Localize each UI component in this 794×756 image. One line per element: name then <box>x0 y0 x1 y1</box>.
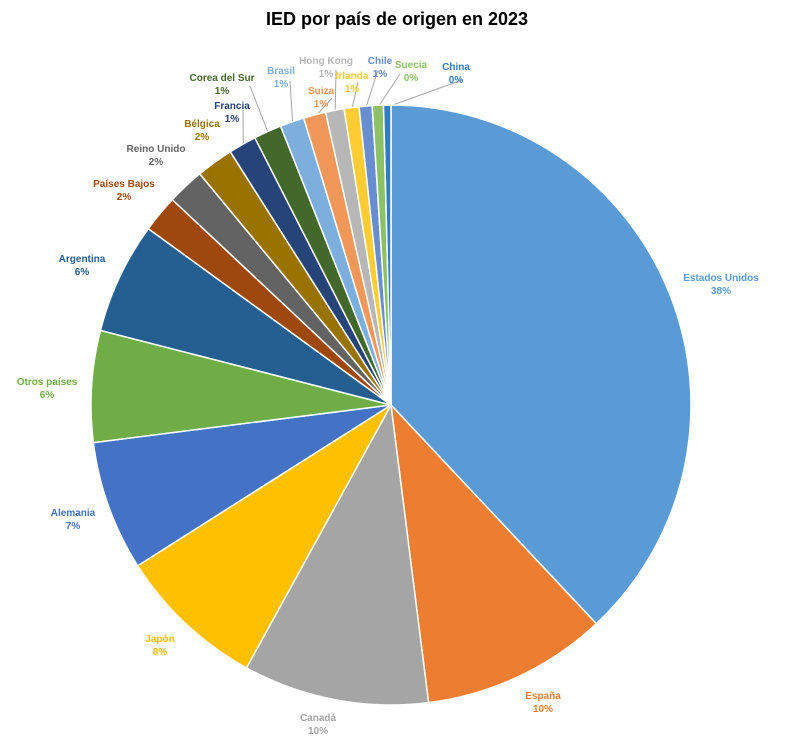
pie-slices <box>90 104 692 706</box>
slice-percent-label: 1% <box>313 99 329 110</box>
slice-name-label: Suiza <box>307 86 335 97</box>
slice-percent-label: 38% <box>710 286 732 297</box>
leader-line-suecia <box>377 73 401 108</box>
data-label-canada: Canadá 10% <box>300 712 336 738</box>
data-label-belgica: Bélgica 2% <box>184 118 220 144</box>
slice-percent-label: 10% <box>532 704 554 715</box>
slice-percent-label: 1% <box>344 84 360 95</box>
slice-percent-label: 2% <box>148 157 164 168</box>
data-label-japon: Japón 8% <box>145 633 174 659</box>
chart-title: IED por país de origen en 2023 <box>265 9 529 29</box>
data-label-chile: Chile 1% <box>368 55 392 81</box>
data-label-paises-bajos: Países Bajos 2% <box>93 178 155 204</box>
slice-name-label: Alemania <box>50 508 96 519</box>
slice-canada <box>245 402 430 706</box>
data-label-espana: España 10% <box>525 690 561 716</box>
leader-line-corea-del-sur <box>249 85 269 134</box>
slice-name-label: Países Bajos <box>93 179 155 190</box>
data-label-brasil: Brasil 1% <box>267 65 295 91</box>
slice-name-label: Estados Unidos <box>683 273 759 284</box>
slice-name-label: Francia <box>214 101 250 112</box>
slice-percent-label: 0% <box>448 75 464 86</box>
data-label-irlanda: Irlanda 1% <box>336 70 369 96</box>
slice-percent-label: 2% <box>194 132 210 143</box>
slice-name-label: Japón <box>145 634 175 645</box>
slice-name-label: Bélgica <box>184 119 220 130</box>
slice-percent-label: 1% <box>318 69 334 80</box>
slice-percent-label: 6% <box>39 390 55 401</box>
slice-percent-label: 0% <box>403 73 419 84</box>
data-label-china: China 0% <box>442 61 470 87</box>
data-label-otros-paises: Otros países 6% <box>17 376 78 402</box>
leader-line-hong-kong <box>334 69 337 113</box>
data-label-suiza: Suiza 1% <box>308 85 334 111</box>
slice-name-label: España <box>525 691 561 702</box>
slice-estados-unidos <box>390 104 692 625</box>
leader-lines <box>242 69 463 147</box>
slice-percent-label: 6% <box>74 267 90 278</box>
data-label-hong-kong: Hong Kong 1% <box>299 55 353 81</box>
leader-line-irlanda <box>351 81 359 110</box>
data-label-suecia: Suecia 0% <box>395 59 427 85</box>
slice-japon <box>136 404 392 669</box>
slice-percent-label: 7% <box>65 521 81 532</box>
slice-name-label: Irlanda <box>335 71 369 82</box>
slice-name-label: Hong Kong <box>299 56 353 67</box>
slice-name-label: China <box>442 62 470 73</box>
data-label-argentina: Argentina 6% <box>59 253 106 279</box>
slice-name-label: Chile <box>367 56 393 67</box>
data-label-alemania: Alemania 7% <box>51 507 95 533</box>
slice-percent-label: 2% <box>116 192 132 203</box>
slice-name-label: Argentina <box>58 254 106 265</box>
slice-espana <box>389 402 598 704</box>
slice-name-label: Suecia <box>394 60 428 71</box>
slice-name-label: Corea del Sur <box>189 73 255 84</box>
data-label-reino-unido: Reino Unido 2% <box>127 143 186 169</box>
leader-line-brasil <box>289 80 294 124</box>
data-label-francia: Francia 1% <box>214 100 250 126</box>
slice-percent-label: 1% <box>372 69 388 80</box>
slice-name-label: Canadá <box>299 713 337 724</box>
slice-name-label: Otros países <box>16 377 78 388</box>
slice-name-label: Brasil <box>267 66 295 77</box>
leader-line-chile <box>365 69 379 109</box>
slice-percent-label: 10% <box>307 726 328 737</box>
slice-alemania <box>92 404 392 567</box>
leader-line-china <box>387 79 463 108</box>
data-label-corea-del-sur: Corea del Sur 1% <box>189 72 254 98</box>
slice-percent-label: 1% <box>214 86 230 97</box>
slice-name-label: Reino Unido <box>126 144 186 155</box>
slice-percent-label: 8% <box>152 647 168 658</box>
slice-china <box>382 104 392 406</box>
data-label-estados-unidos: Estados Unidos 38% <box>683 272 759 298</box>
slice-percent-label: 1% <box>224 114 240 125</box>
slice-percent-label: 1% <box>273 79 289 90</box>
